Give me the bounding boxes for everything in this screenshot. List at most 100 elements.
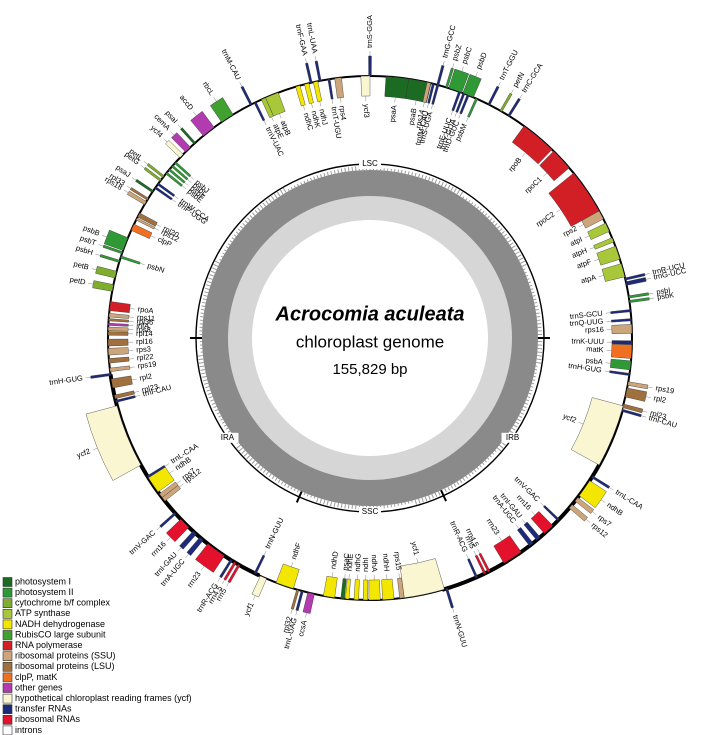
gc-spike [316,497,319,503]
legend-label: ribosomal proteins (SSU) [15,651,116,661]
gene-block [135,179,154,193]
gc-spike [424,175,427,180]
gc-spike [468,200,471,203]
gene-block [137,212,158,227]
gene-label: rrn16 [149,540,168,559]
gene-block [146,163,165,178]
gene-block [120,255,141,265]
gene-leader [129,308,135,310]
legend-swatch [2,683,13,693]
gc-spike [207,280,212,284]
gene-block [305,62,313,84]
gc-spike [482,210,485,214]
legend-swatch [2,672,13,683]
gene-leader [331,98,334,104]
gene-leader [584,235,590,239]
gc-spike [492,452,495,455]
gene-leader [579,224,584,227]
gene-label: psbN [146,261,165,275]
gc-spike [219,258,222,261]
gc-spike [306,494,309,497]
gene-leader [589,247,595,250]
gene-label: ndhD [328,550,340,570]
legend-label: other genes [15,682,63,692]
gc-spike [320,174,322,178]
legend-swatch [2,619,13,630]
gc-spike [262,202,267,207]
region-label: LSC [362,159,378,168]
gc-spike [254,462,258,467]
gc-spike [241,450,246,454]
gc-spike [220,418,224,421]
gene-block [530,511,554,534]
gc-spike [257,464,261,469]
gc-spike [287,484,290,488]
region-label-bg [359,159,381,169]
gc-spike [407,171,410,175]
region-label: IRA [221,433,235,442]
gene-label: ycf1 [242,601,256,617]
gc-spike [531,382,535,385]
gene-leader [477,549,481,554]
gene-block [487,85,500,106]
gene-block [95,265,117,279]
region-label: SSC [362,507,379,516]
legend-label: NADH dehydrogenase [15,619,105,629]
gene-leader [578,422,584,425]
gc-spike [224,249,227,252]
gc-spike [532,379,536,381]
gene-label: rpl23 [141,382,159,395]
gc-spike [489,455,492,458]
gene-block [368,579,381,601]
gc-spike [484,460,487,463]
gc-spike [223,424,227,427]
gc-spike [211,402,216,405]
legend-label: ribosomal proteins (LSU) [15,661,115,671]
gc-spike [507,239,512,243]
gene-leader [331,572,334,578]
gc-spike [257,207,261,212]
gene-block [109,365,131,372]
gene-leader [450,110,453,116]
gene-label: rpl22 [136,352,153,362]
gene-leader [92,447,98,451]
gene-leader [452,63,455,69]
gc-spike [487,457,490,460]
gc-spike [499,444,504,449]
gene-label: atpA [580,273,597,286]
gc-spike [259,205,264,209]
gene-block [107,331,129,336]
gene-leader [193,111,197,116]
gene-leader [458,113,461,119]
gc-spike [293,185,296,188]
gene-block [609,370,630,376]
gene-block [304,82,314,104]
gc-spike [476,467,480,470]
gene-leader [319,101,321,107]
gene-label: ndhA [370,554,379,572]
gc-spike [209,274,214,277]
gene-block [610,309,631,314]
gene-label: trnN-GUU [451,614,469,649]
gene-leader [454,112,457,117]
gc-spike [513,248,518,252]
gene-leader [181,185,186,190]
gc-spike [216,412,220,415]
gene-leader [642,410,648,413]
gene-block [129,187,149,201]
gene-label: trnH-GUG [49,373,84,387]
gene-leader [85,377,91,379]
gene-block [334,77,344,99]
gc-spike [326,500,329,506]
gene-leader [170,131,175,136]
gene-block [92,280,114,292]
gc-spike [428,495,431,500]
gene-block [154,186,173,201]
gc-spike [459,191,464,197]
gc-spike [533,298,537,301]
gene-block [601,263,626,282]
gc-spike [310,495,312,498]
gc-spike [340,168,343,173]
legend-swatch [2,714,13,725]
gene-block [90,373,111,379]
